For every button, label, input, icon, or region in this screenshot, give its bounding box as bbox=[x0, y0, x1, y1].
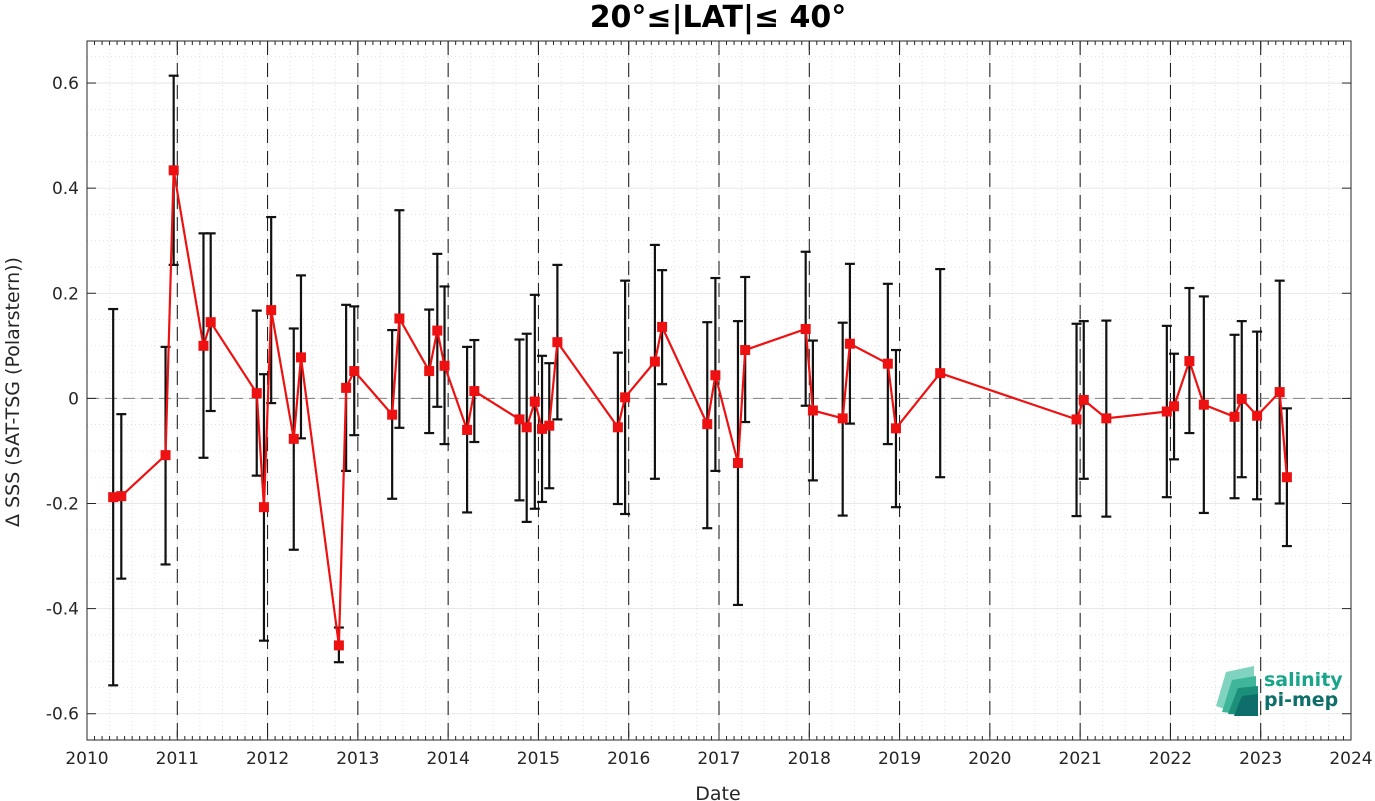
data-point bbox=[1078, 394, 1089, 405]
data-point bbox=[1198, 399, 1209, 410]
data-point bbox=[1071, 414, 1082, 425]
x-tick-label: 2021 bbox=[1059, 749, 1102, 769]
x-tick-label: 2017 bbox=[697, 749, 740, 769]
data-point bbox=[529, 396, 540, 407]
y-tick-label: -0.6 bbox=[46, 705, 79, 725]
data-point bbox=[740, 345, 751, 356]
wave-graphic-icon bbox=[1216, 666, 1258, 716]
x-tick-label: 2019 bbox=[878, 749, 921, 769]
data-point bbox=[168, 165, 179, 176]
y-tick-label: -0.2 bbox=[46, 494, 79, 514]
data-point bbox=[424, 366, 435, 377]
data-point bbox=[469, 386, 480, 397]
data-point bbox=[1161, 406, 1172, 417]
data-point bbox=[702, 419, 713, 430]
x-tick-label: 2023 bbox=[1239, 749, 1282, 769]
logo-line2: pi-mep bbox=[1264, 689, 1338, 711]
y-tick-label: 0.2 bbox=[52, 284, 79, 304]
y-tick-label: 0 bbox=[68, 389, 79, 409]
data-point bbox=[1274, 387, 1285, 398]
data-point bbox=[1252, 410, 1263, 421]
data-point bbox=[612, 422, 623, 433]
data-point bbox=[890, 423, 901, 434]
data-point bbox=[432, 325, 443, 336]
data-point bbox=[620, 392, 631, 403]
data-point bbox=[800, 324, 811, 335]
data-point bbox=[514, 414, 525, 425]
y-tick-labels: -0.6 -0.4 -0.2 0 0.2 0.4 0.6 bbox=[46, 74, 79, 725]
salinity-pi-mep-logo: salinity pi-mep bbox=[1216, 666, 1343, 716]
x-tick-labels: 2010 2011 2012 2013 2014 2015 2016 2017 2018 2019… bbox=[65, 749, 1372, 769]
data-point bbox=[882, 358, 893, 369]
logo-line1: salinity bbox=[1264, 669, 1343, 691]
data-point bbox=[935, 368, 946, 379]
data-point bbox=[251, 388, 262, 399]
data-point bbox=[1184, 356, 1195, 367]
data-point bbox=[544, 420, 555, 431]
data-point bbox=[462, 424, 473, 435]
data-point bbox=[394, 313, 405, 324]
x-axis-label: Date bbox=[695, 783, 740, 801]
data-point bbox=[258, 502, 269, 513]
data-point bbox=[333, 640, 344, 651]
data-point bbox=[844, 338, 855, 349]
data-point bbox=[205, 317, 216, 328]
data-point bbox=[160, 450, 171, 461]
data-point bbox=[552, 337, 563, 348]
data-point bbox=[732, 458, 743, 469]
x-tick-label: 2011 bbox=[156, 749, 199, 769]
data-point bbox=[807, 405, 818, 416]
y-tick-label: 0.6 bbox=[52, 74, 79, 94]
x-tick-label: 2014 bbox=[427, 749, 470, 769]
data-point bbox=[387, 409, 398, 420]
data-point bbox=[266, 305, 277, 316]
data-point bbox=[657, 321, 668, 332]
data-point bbox=[1281, 472, 1292, 483]
series-line bbox=[113, 170, 1288, 646]
data-point bbox=[116, 491, 127, 502]
x-tick-label: 2013 bbox=[336, 749, 379, 769]
data-point bbox=[349, 366, 360, 377]
data-point bbox=[1236, 393, 1247, 404]
chart-title: 20°≤|LAT|≤ 40° bbox=[590, 0, 847, 35]
data-point bbox=[295, 352, 306, 363]
data-point bbox=[1229, 411, 1240, 422]
x-tick-label: 2018 bbox=[788, 749, 831, 769]
x-tick-label: 2024 bbox=[1329, 749, 1372, 769]
data-point bbox=[649, 356, 660, 367]
year-boundary-lines bbox=[176, 41, 1262, 740]
data-point bbox=[1169, 401, 1180, 412]
x-tick-label: 2016 bbox=[607, 749, 650, 769]
axis-ticks bbox=[86, 41, 1352, 740]
data-point bbox=[1101, 413, 1112, 424]
x-tick-label: 2020 bbox=[968, 749, 1011, 769]
data-point bbox=[288, 433, 299, 444]
series-markers bbox=[108, 165, 1292, 651]
data-point bbox=[521, 422, 532, 433]
data-point bbox=[837, 413, 848, 424]
x-tick-label: 2010 bbox=[65, 749, 108, 769]
data-point bbox=[710, 370, 721, 381]
y-tick-label: -0.4 bbox=[46, 600, 79, 620]
x-tick-label: 2012 bbox=[246, 749, 289, 769]
data-point bbox=[341, 382, 352, 393]
data-point bbox=[198, 340, 209, 351]
x-tick-label: 2022 bbox=[1149, 749, 1192, 769]
y-axis-label: Δ SSS (SAT-TSG (Polarstern)) bbox=[2, 257, 24, 527]
x-tick-label: 2015 bbox=[517, 749, 560, 769]
y-tick-label: 0.4 bbox=[52, 179, 79, 199]
data-point bbox=[439, 360, 450, 371]
